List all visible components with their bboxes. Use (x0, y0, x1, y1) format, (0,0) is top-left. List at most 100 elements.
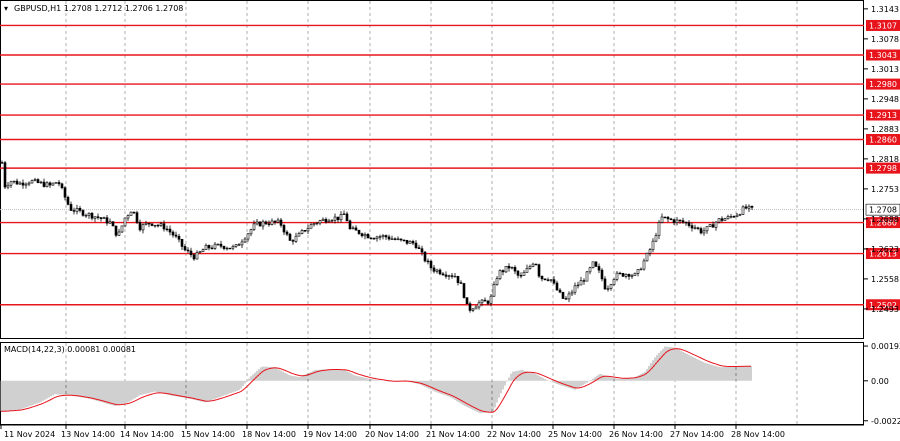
candle-body (87, 212, 91, 216)
candle-body (39, 181, 43, 184)
candle-body (357, 229, 361, 234)
candle-body (549, 279, 553, 281)
candle-body (585, 271, 589, 282)
candle-body (207, 244, 211, 249)
candle-body (738, 214, 742, 216)
candle-body (81, 210, 85, 216)
level-price-tag (866, 133, 900, 145)
support-resistance-levels: 1.3107 1.3043 1.2980 1.2913 1.2860 1.2798 1.26… (0, 19, 900, 311)
candle-body (339, 214, 343, 221)
candle-body (573, 285, 577, 293)
candle-body (105, 217, 109, 224)
candle-body (69, 204, 73, 211)
price-tick-label: 1.2818 (871, 155, 899, 164)
candle-body (642, 260, 646, 270)
candle-body (528, 265, 532, 269)
candle-body (609, 284, 613, 289)
candle-body (246, 233, 250, 240)
candle-body (111, 221, 115, 227)
level-price-label: 1.2613 (869, 250, 897, 259)
candle-body (552, 279, 556, 284)
level-price-label: 1.3107 (869, 21, 897, 30)
price-tick-label: 1.2883 (871, 125, 899, 134)
candle-body (447, 275, 451, 277)
time-tick-label: 19 Nov 14:00 (303, 430, 357, 439)
candle-body (63, 187, 67, 198)
candle-body (708, 224, 712, 227)
candle-body (351, 227, 355, 230)
candle-body (387, 236, 391, 240)
candle-body (465, 297, 469, 304)
candle-body (258, 221, 262, 227)
candle-body (510, 267, 514, 269)
candle-body (711, 224, 715, 228)
candle-body (294, 235, 298, 242)
candle-body (75, 207, 79, 212)
candle-body (747, 205, 751, 209)
level-price-label: 1.2502 (869, 301, 897, 310)
candle-body (750, 205, 754, 208)
level-price-tag (866, 248, 900, 260)
candle-body (300, 230, 304, 234)
current-price-label: 1.2708 (869, 206, 897, 215)
candle-body (537, 264, 541, 277)
candle-body (360, 233, 364, 237)
candle-body (438, 269, 442, 275)
candle-body (330, 219, 334, 222)
time-tick-label: 18 Nov 14:00 (242, 430, 296, 439)
candle-body (24, 183, 28, 186)
candle-body (9, 181, 13, 186)
candle-body (420, 248, 424, 253)
candle-body (690, 225, 694, 229)
candle-body (312, 223, 316, 226)
price-panel[interactable]: 1.3107 1.3043 1.2980 1.2913 1.2860 1.2798 1.26… (0, 0, 900, 339)
candle-body (651, 240, 655, 250)
candle-body (663, 216, 667, 219)
candle-body (714, 221, 718, 228)
candle-body (480, 299, 484, 304)
candle-body (561, 291, 565, 299)
candle-body (264, 221, 268, 225)
candle-body (633, 273, 637, 276)
candle-body (681, 220, 685, 223)
candle-body (48, 182, 52, 186)
candle-body (93, 216, 97, 219)
candle-body (621, 273, 625, 277)
candle-body (693, 227, 697, 229)
candle-body (435, 269, 439, 272)
candle-body (333, 216, 337, 221)
candle-body (468, 303, 472, 311)
candles (0, 160, 754, 313)
candle-body (30, 180, 34, 184)
candle-body (654, 235, 658, 242)
candle-body (228, 247, 232, 250)
candle-body (600, 269, 604, 280)
candle-body (12, 180, 16, 183)
candle-body (606, 288, 610, 290)
candle-body (588, 267, 592, 273)
candle-body (348, 220, 352, 230)
candle-body (192, 254, 196, 260)
macd-header: MACD(14,22,3) 0.00081 0.00081 (4, 345, 136, 354)
candle-body (150, 223, 154, 226)
candle-body (678, 219, 682, 222)
candle-body (546, 279, 550, 281)
candle-body (237, 244, 241, 246)
candle-body (699, 228, 703, 234)
time-tick-label: 11 Nov 2024 (4, 430, 55, 439)
macd-tick-label: 0.00193 (871, 342, 900, 351)
candle-body (318, 220, 322, 224)
candle-body (342, 213, 346, 215)
candle-body (156, 224, 160, 227)
candle-body (0, 162, 4, 164)
candle-body (477, 302, 481, 308)
candle-body (315, 222, 319, 225)
candle-body (519, 275, 523, 277)
candle-body (582, 280, 586, 282)
candle-body (660, 216, 664, 223)
candle-body (165, 228, 169, 231)
candle-body (444, 274, 448, 277)
candle-body (210, 247, 214, 250)
candle-body (144, 222, 148, 225)
candle-body (507, 265, 511, 269)
